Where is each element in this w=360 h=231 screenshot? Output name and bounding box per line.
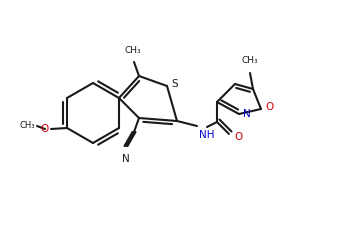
Text: CH₃: CH₃ — [242, 56, 258, 65]
Text: NH: NH — [199, 130, 215, 140]
Text: O: O — [265, 102, 273, 112]
Text: O: O — [41, 124, 49, 134]
Text: N: N — [243, 109, 251, 119]
Text: CH₃: CH₃ — [19, 121, 35, 130]
Text: N: N — [122, 154, 130, 164]
Text: S: S — [171, 79, 177, 89]
Text: CH₃: CH₃ — [125, 46, 141, 55]
Text: O: O — [234, 132, 242, 142]
